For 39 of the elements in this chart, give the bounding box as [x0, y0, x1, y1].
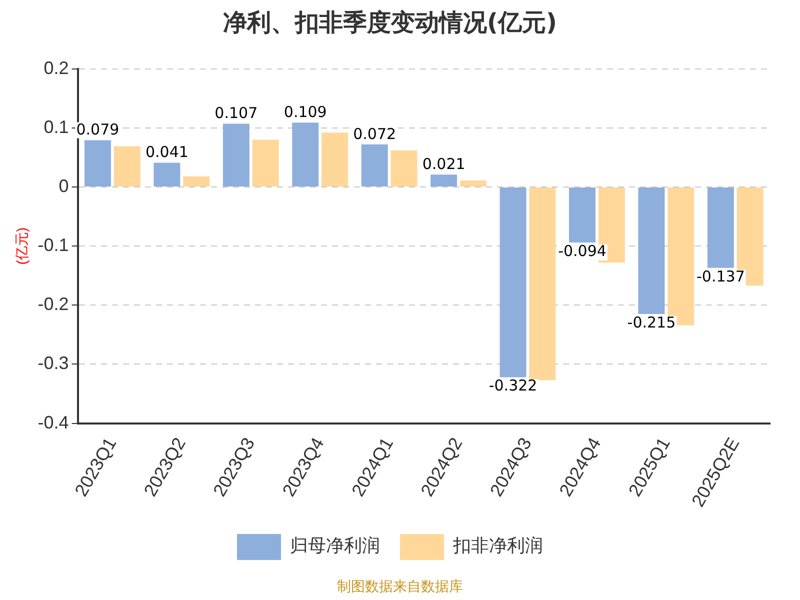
bar — [183, 176, 210, 186]
y-axis-title: (亿元) — [13, 227, 30, 265]
bar — [114, 146, 140, 186]
data-label: -0.215 — [627, 313, 676, 332]
data-label: 0.072 — [353, 124, 396, 143]
bar — [322, 132, 348, 186]
bar — [390, 150, 418, 186]
chart-title: 净利、扣非季度变动情况(亿元) — [223, 8, 557, 37]
y-tick-label: -0.2 — [38, 294, 69, 314]
y-tick-label: -0.3 — [38, 353, 69, 374]
y-tick-label: 0.2 — [44, 58, 69, 78]
bar — [252, 140, 279, 186]
legend-label: 归母净利润 — [290, 536, 380, 557]
bar — [361, 144, 388, 186]
data-label: 0.021 — [422, 154, 466, 173]
y-tick-label: -0.1 — [38, 235, 69, 256]
data-label: 0.079 — [76, 120, 120, 139]
bar — [460, 180, 486, 186]
legend-label: 扣非净利润 — [452, 536, 543, 557]
y-tick-label: 0.1 — [44, 116, 69, 137]
data-label: 0.109 — [284, 102, 327, 121]
data-label: -0.137 — [696, 267, 745, 286]
bar — [292, 122, 319, 186]
bar — [84, 140, 111, 186]
bar — [569, 187, 596, 243]
bar — [529, 187, 556, 380]
data-label: -0.322 — [488, 376, 538, 395]
bar — [707, 187, 734, 268]
data-label: 0.041 — [145, 143, 188, 162]
y-tick-label: -0.4 — [38, 412, 69, 432]
y-tick-label: 0 — [58, 176, 69, 196]
bar — [500, 187, 526, 378]
text: 制图数据来自数据库 — [336, 578, 464, 596]
data-label: -0.094 — [558, 242, 606, 260]
bar — [638, 187, 665, 314]
bar — [154, 162, 180, 186]
data-label: 0.107 — [214, 104, 258, 122]
bar — [222, 124, 250, 186]
bar — [430, 174, 458, 186]
